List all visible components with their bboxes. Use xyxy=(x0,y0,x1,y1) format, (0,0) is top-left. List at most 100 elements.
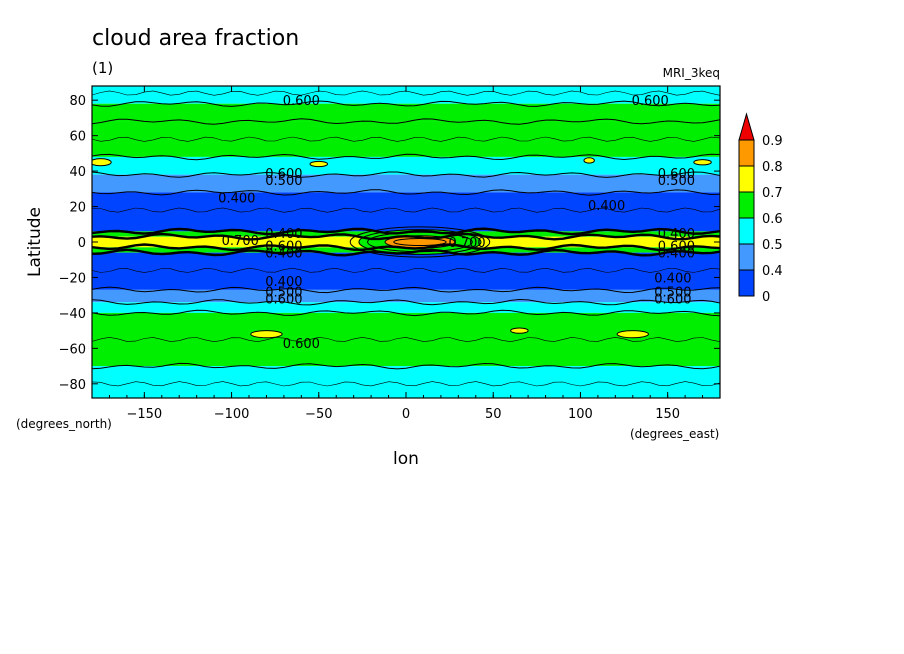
legend-label-3: 0.6 xyxy=(762,212,783,227)
y-tick-label-3: 20 xyxy=(69,201,86,216)
y-tick-label-7: −60 xyxy=(59,342,86,357)
contour-label-17: 0.500 xyxy=(265,286,302,301)
contour-label-8: 0.400 xyxy=(265,227,302,242)
band-11 xyxy=(92,302,720,313)
feature-2 xyxy=(92,158,112,167)
contour-thin-5 xyxy=(92,381,720,387)
legend-box-3 xyxy=(738,191,755,219)
feature-4 xyxy=(693,159,712,166)
legend-box-5 xyxy=(738,139,755,167)
contour-line-8 xyxy=(92,248,720,257)
legend-box-4 xyxy=(738,165,755,193)
contour-label-13: 0.400 xyxy=(658,227,695,242)
legend-label-6: 0.9 xyxy=(762,134,783,149)
contour-label-7: 0.400 xyxy=(588,199,625,214)
x-axis-label: lon xyxy=(393,449,419,469)
y-axis-label: Latitude xyxy=(25,207,45,277)
contour-line-9 xyxy=(92,286,720,294)
contour-line-1 xyxy=(92,118,720,125)
band-0 xyxy=(92,86,720,104)
x-tick-label-5: 100 xyxy=(568,407,593,422)
chart-title: cloud area fraction xyxy=(92,26,299,51)
contour-layer xyxy=(92,90,720,387)
contour-label-5: 0.600 xyxy=(658,167,695,182)
contour-label-18: 0.600 xyxy=(265,293,302,308)
ring-1 xyxy=(367,231,473,253)
band-10 xyxy=(92,289,720,303)
x-tick-label-3: 0 xyxy=(402,407,410,422)
band-1 xyxy=(92,103,720,122)
band-12 xyxy=(92,312,720,367)
y-tick-label-5: −20 xyxy=(59,271,86,286)
contour-line-6 xyxy=(92,232,720,241)
contour-label-0: 0.600 xyxy=(283,94,320,109)
contour-label-2: 0.600 xyxy=(265,167,302,182)
y-axis: 80 60 40 20 0 −20 −40 −60 −80 xyxy=(59,94,720,393)
legend-label-4: 0.7 xyxy=(762,186,783,201)
y-units-label: (degrees_north) xyxy=(16,417,112,431)
x-tick-label-2: −50 xyxy=(305,407,332,422)
band-4 xyxy=(92,174,720,193)
legend-label-0: 0 xyxy=(762,290,770,305)
y-tick-label-4: 0 xyxy=(78,236,86,251)
contour-label-21: 0.600 xyxy=(654,293,691,308)
contour-line-0 xyxy=(92,100,720,107)
contour-line-3 xyxy=(92,171,720,178)
contour-thin-4 xyxy=(92,336,720,343)
contour-label-9: 0.700 xyxy=(222,234,259,249)
fill-layer xyxy=(92,86,720,398)
contour-label-15: 0.400 xyxy=(658,247,695,262)
feature-6 xyxy=(250,330,283,339)
y-tick-label-8: −80 xyxy=(59,378,86,393)
x-units-label: (degrees_east) xyxy=(630,427,719,441)
contour-label-11: 0.400 xyxy=(265,247,302,262)
contour-line-10 xyxy=(92,298,720,306)
contour-line-2 xyxy=(92,153,720,161)
legend-label-1: 0.4 xyxy=(762,264,783,279)
contour-thin-2 xyxy=(92,207,720,213)
y-tick-label-6: −40 xyxy=(59,307,86,322)
ring-0 xyxy=(349,226,491,258)
contour-label-1: 0.600 xyxy=(632,94,669,109)
contour-thin-0 xyxy=(92,136,720,142)
contour-label-16: 0.400 xyxy=(265,275,302,290)
y-tick-label-0: 80 xyxy=(69,94,86,109)
contour-thin-3 xyxy=(92,267,720,273)
contour-line-12 xyxy=(92,362,720,370)
contour-label-4: 0.400 xyxy=(218,192,255,207)
legend-triangle xyxy=(738,112,755,141)
feature-5 xyxy=(583,157,595,164)
legend-box-0 xyxy=(738,269,755,297)
x-tick-label-1: −100 xyxy=(214,407,250,422)
band-3 xyxy=(92,156,720,175)
feature-7 xyxy=(616,330,649,339)
x-tick-label-6: 150 xyxy=(655,407,680,422)
chart-subtitle: (1) xyxy=(92,59,113,77)
contour-label-14: 0.600 xyxy=(658,240,695,255)
contour-line-7 xyxy=(92,243,720,252)
contour-label-10: 0.600 xyxy=(265,240,302,255)
contour-label-6: 0.500 xyxy=(658,174,695,189)
legend-box-1 xyxy=(738,243,755,271)
band-2 xyxy=(92,121,720,157)
model-label: MRI_3keq xyxy=(663,66,720,80)
contour-label-3: 0.500 xyxy=(265,174,302,189)
x-tick-label-4: 50 xyxy=(485,407,502,422)
ring-2 xyxy=(393,237,447,247)
map-area: 0.600 0.6000.6000.5000.4000.6000.5000.400… xyxy=(91,85,721,399)
contour-line-11 xyxy=(92,309,720,317)
feature-8 xyxy=(510,327,529,334)
legend-label-5: 0.8 xyxy=(762,160,783,175)
contour-label-22: 0.600 xyxy=(283,337,320,352)
color-legend: 0 0.4 0.5 0.6 0.7 0.8 0.9 xyxy=(738,112,783,305)
contour-line-4 xyxy=(92,189,720,196)
contour-label-layer: 0.600 0.6000.6000.5000.4000.6000.5000.400… xyxy=(218,94,695,352)
y-tick-label-2: 40 xyxy=(69,165,86,180)
feature-3 xyxy=(309,160,328,168)
x-axis: −150 −100 −50 0 50 100 150 xyxy=(108,86,704,422)
contour-label-20: 0.500 xyxy=(654,286,691,301)
contour-label-19: 0.400 xyxy=(654,271,691,286)
legend-box-2 xyxy=(738,217,755,245)
contour-label-12: 0.700 xyxy=(448,236,485,251)
